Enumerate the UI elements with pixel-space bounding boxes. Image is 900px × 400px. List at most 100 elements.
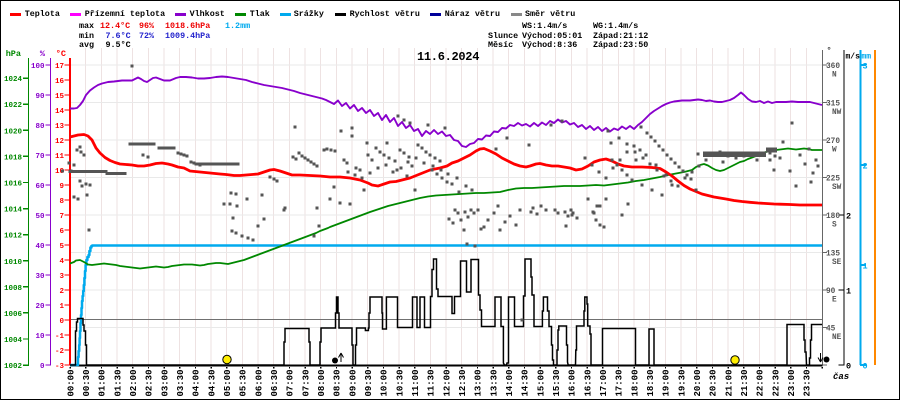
svg-text:18:00: 18:00: [630, 370, 640, 397]
svg-text:1002: 1002: [4, 363, 23, 371]
svg-text:-3: -3: [55, 363, 65, 371]
svg-text:02:00: 02:00: [129, 370, 139, 397]
svg-text:135: 135: [826, 251, 840, 259]
svg-text:00:00: 00:00: [66, 370, 76, 397]
svg-text:22:30: 22:30: [771, 370, 781, 397]
svg-text:20:00: 20:00: [693, 370, 703, 397]
svg-text:05:00: 05:00: [223, 370, 233, 397]
svg-text:0: 0: [863, 362, 868, 372]
svg-text:°C: °C: [56, 49, 66, 59]
svg-text:%: %: [40, 49, 46, 59]
svg-text:08:30: 08:30: [333, 370, 343, 397]
svg-text:16: 16: [55, 78, 65, 86]
svg-text:21:30: 21:30: [740, 370, 750, 397]
svg-text:04:00: 04:00: [192, 370, 202, 397]
svg-text:N: N: [832, 72, 837, 80]
svg-text:45: 45: [826, 326, 836, 334]
svg-text:11:30: 11:30: [427, 370, 437, 397]
svg-text:°: °: [827, 46, 832, 56]
svg-text:NE: NE: [832, 334, 842, 342]
svg-text:1: 1: [59, 303, 64, 311]
svg-text:180: 180: [826, 213, 840, 221]
svg-text:70: 70: [35, 153, 45, 161]
svg-text:90: 90: [826, 288, 836, 296]
svg-text:1024: 1024: [4, 76, 23, 84]
svg-text:315: 315: [826, 101, 840, 109]
svg-text:13:00: 13:00: [474, 370, 484, 397]
svg-text:5: 5: [59, 243, 64, 251]
svg-text:4: 4: [59, 258, 64, 266]
svg-text:2: 2: [59, 288, 64, 296]
svg-text:1008: 1008: [4, 285, 23, 293]
svg-text:1: 1: [863, 262, 868, 272]
svg-text:225: 225: [826, 176, 840, 184]
svg-text:12:00: 12:00: [442, 370, 452, 397]
svg-text:m/s: m/s: [846, 53, 861, 62]
svg-text:08:00: 08:00: [317, 370, 327, 397]
svg-text:1022: 1022: [4, 102, 23, 110]
svg-text:360: 360: [826, 63, 840, 71]
svg-text:1: 1: [846, 287, 851, 297]
svg-text:W: W: [832, 147, 837, 155]
svg-text:19:00: 19:00: [662, 370, 672, 397]
svg-text:05:30: 05:30: [239, 370, 249, 397]
svg-text:20:30: 20:30: [709, 370, 719, 397]
svg-text:NW: NW: [832, 109, 842, 117]
svg-text:S: S: [832, 222, 837, 230]
svg-text:18:30: 18:30: [646, 370, 656, 397]
svg-text:7: 7: [59, 213, 64, 221]
svg-text:10:30: 10:30: [395, 370, 405, 397]
svg-text:07:00: 07:00: [286, 370, 296, 397]
svg-text:30: 30: [35, 273, 45, 281]
svg-text:SE: SE: [832, 259, 842, 267]
svg-text:13: 13: [55, 123, 65, 131]
svg-text:10:00: 10:00: [380, 370, 390, 397]
svg-text:20: 20: [35, 303, 45, 311]
svg-text:12:30: 12:30: [458, 370, 468, 397]
svg-text:00:30: 00:30: [82, 370, 92, 397]
svg-text:17:00: 17:00: [599, 370, 609, 397]
svg-text:14:30: 14:30: [521, 370, 531, 397]
svg-text:-2: -2: [55, 348, 65, 356]
svg-text:1004: 1004: [4, 337, 23, 345]
svg-text:hPa: hPa: [6, 49, 21, 59]
svg-text:čas: čas: [833, 372, 849, 382]
svg-text:16:30: 16:30: [583, 370, 593, 397]
svg-text:23:00: 23:00: [787, 370, 797, 397]
svg-text:06:30: 06:30: [270, 370, 280, 397]
svg-text:mm: mm: [862, 53, 872, 62]
svg-text:1016: 1016: [4, 180, 23, 188]
svg-text:17: 17: [55, 63, 64, 71]
svg-text:11:00: 11:00: [411, 370, 421, 397]
svg-text:21:00: 21:00: [724, 370, 734, 397]
svg-text:19:30: 19:30: [677, 370, 687, 397]
svg-text:60: 60: [35, 183, 45, 191]
svg-text:9: 9: [59, 183, 64, 191]
svg-text:14:00: 14:00: [505, 370, 515, 397]
svg-text:1020: 1020: [4, 128, 23, 136]
svg-text:03:00: 03:00: [160, 370, 170, 397]
svg-text:17:30: 17:30: [615, 370, 625, 397]
svg-text:1014: 1014: [4, 207, 23, 215]
svg-text:15:00: 15:00: [536, 370, 546, 397]
svg-text:SW: SW: [832, 184, 842, 192]
svg-text:11: 11: [55, 153, 65, 161]
svg-text:14: 14: [55, 108, 65, 116]
svg-text:1012: 1012: [4, 233, 23, 241]
svg-text:50: 50: [35, 213, 45, 221]
svg-text:1010: 1010: [4, 259, 23, 267]
svg-text:02:30: 02:30: [145, 370, 155, 397]
svg-text:07:30: 07:30: [301, 370, 311, 397]
svg-text:06:00: 06:00: [254, 370, 264, 397]
svg-text:01:30: 01:30: [113, 370, 123, 397]
svg-text:13:30: 13:30: [489, 370, 499, 397]
svg-text:E: E: [832, 297, 837, 305]
svg-text:16:00: 16:00: [568, 370, 578, 397]
svg-text:270: 270: [826, 138, 840, 146]
svg-text:0: 0: [40, 363, 45, 371]
svg-text:2: 2: [863, 162, 868, 172]
svg-text:0: 0: [846, 362, 851, 372]
svg-text:15:30: 15:30: [552, 370, 562, 397]
svg-text:2: 2: [846, 212, 851, 222]
svg-text:80: 80: [35, 123, 45, 131]
